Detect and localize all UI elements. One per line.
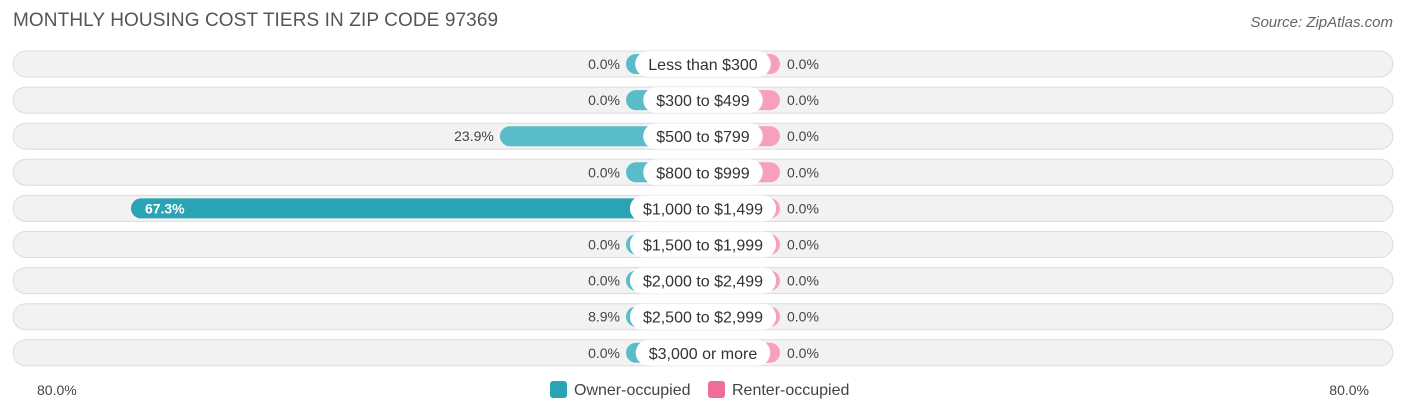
category-label: $1,500 to $1,999: [643, 238, 763, 255]
owner-value-label: 0.0%: [588, 273, 620, 289]
axis-right-label: 80.0%: [1329, 382, 1369, 398]
renter-value-label: 0.0%: [787, 92, 819, 108]
chart-title: MONTHLY HOUSING COST TIERS IN ZIP CODE 9…: [13, 10, 499, 31]
category-pill: [635, 339, 771, 366]
owner-value-label: 0.0%: [588, 237, 620, 253]
bar-row: 0.0% 0.0% Less than $300: [12, 50, 1394, 78]
category-pill: [629, 303, 777, 330]
owner-value-label: 23.9%: [454, 128, 494, 144]
bar-row: 0.0% 0.0% $300 to $499: [12, 86, 1394, 114]
category-label: $1,000 to $1,499: [643, 201, 763, 218]
legend-swatch: [708, 381, 725, 398]
owner-value-label: 0.0%: [588, 92, 620, 108]
category-pill: [629, 267, 777, 294]
renter-value-label: 0.0%: [787, 200, 819, 216]
bar-row: 0.0% 0.0% $800 to $999: [12, 158, 1394, 186]
bar-row: 23.9% 0.0% $500 to $799: [12, 122, 1394, 150]
axis-left-label: 80.0%: [37, 382, 77, 398]
category-pill: [643, 159, 763, 186]
category-pill: [635, 51, 771, 77]
category-pill: [643, 123, 763, 150]
renter-value-label: 0.0%: [787, 345, 819, 361]
category-label: $300 to $499: [656, 93, 750, 110]
renter-value-label: 0.0%: [787, 237, 819, 253]
category-label: $500 to $799: [656, 129, 750, 146]
owner-value-label: 8.9%: [588, 309, 620, 325]
source-label: Source: ZipAtlas.com: [1250, 14, 1393, 31]
renter-value-label: 0.0%: [787, 128, 819, 144]
owner-value-label: 0.0%: [588, 345, 620, 361]
legend-swatch: [550, 381, 567, 398]
owner-bar: [130, 198, 713, 219]
category-label: Less than $300: [648, 57, 758, 74]
owner-value-label: 0.0%: [588, 56, 620, 72]
renter-value-label: 0.0%: [787, 273, 819, 289]
owner-value-label: 0.0%: [588, 164, 620, 180]
category-label: $3,000 or more: [649, 346, 758, 363]
renter-value-label: 0.0%: [787, 309, 819, 325]
category-pill: [629, 195, 777, 222]
bar-row: 0.0% 0.0% $1,500 to $1,999: [12, 231, 1394, 258]
category-label: $2,000 to $2,499: [643, 274, 763, 291]
renter-value-label: 0.0%: [787, 164, 819, 180]
legend-item: Owner-occupied: [574, 382, 691, 399]
legend: Owner-occupied Renter-occupied: [550, 381, 849, 399]
category-label: $2,500 to $2,999: [643, 310, 763, 327]
owner-value-label: 67.3%: [145, 200, 185, 216]
category-label: $800 to $999: [656, 165, 750, 182]
bar-row: 67.3% 0.0% $1,000 to $1,499: [12, 194, 1394, 222]
category-pill: [643, 87, 763, 114]
bar-row: 8.9% 0.0% $2,500 to $2,999: [12, 303, 1394, 331]
legend-item: Renter-occupied: [732, 382, 849, 399]
category-pill: [629, 231, 777, 258]
bar-row: 0.0% 0.0% $3,000 or more: [12, 339, 1394, 367]
bar-row: 0.0% 0.0% $2,000 to $2,499: [12, 267, 1394, 295]
renter-value-label: 0.0%: [787, 56, 819, 72]
